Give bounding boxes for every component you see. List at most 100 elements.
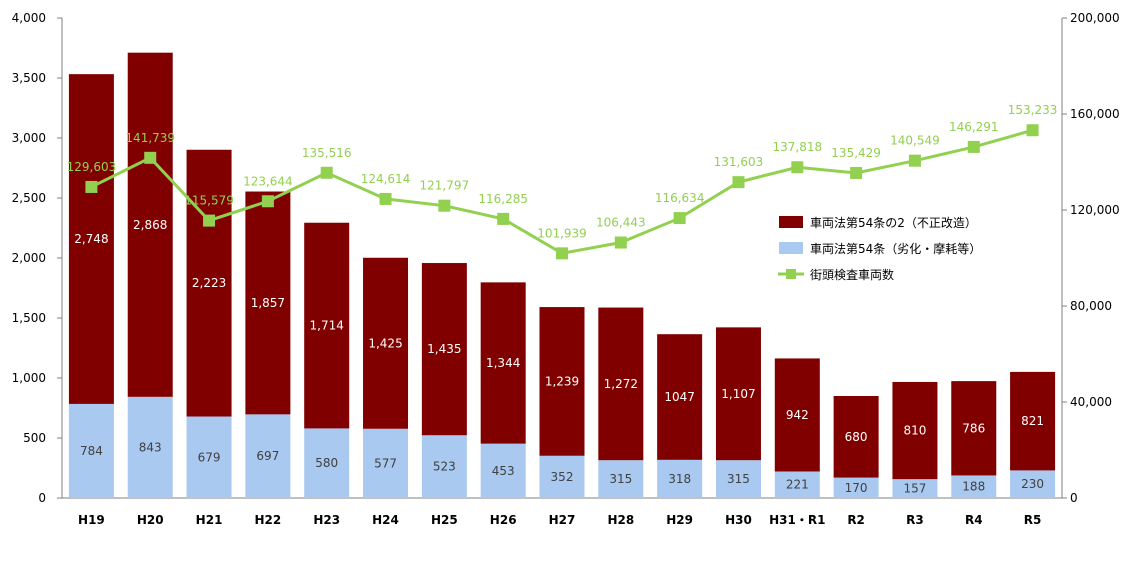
line-value-label: 123,644 bbox=[243, 174, 293, 188]
bar-segment-illegal-mod bbox=[1010, 371, 1056, 471]
bar-segment-illegal-mod bbox=[657, 334, 703, 460]
right-tick-label: 200,000 bbox=[1070, 11, 1120, 25]
x-tick-label: R3 bbox=[906, 513, 924, 527]
line-value-label: 135,429 bbox=[831, 146, 881, 160]
line-marker bbox=[908, 154, 921, 167]
bar-segment-illegal-mod bbox=[127, 52, 173, 397]
line-value-label: 140,549 bbox=[890, 134, 940, 148]
left-tick-label: 2,000 bbox=[12, 251, 46, 265]
bar-value-label: 942 bbox=[786, 408, 809, 422]
bar-value-label: 1,857 bbox=[251, 296, 285, 310]
bar-value-label: 2,868 bbox=[133, 218, 167, 232]
bar-segment-illegal-mod bbox=[833, 396, 879, 478]
axes: 0 500 1,000 1,500 2,000 2,500 3,000 3,500 4,000 0… bbox=[12, 11, 1120, 527]
bar-value-label: 2,223 bbox=[192, 276, 226, 290]
bar-value-label: 1047 bbox=[664, 390, 695, 404]
line-marker bbox=[144, 151, 157, 164]
line-value-label: 101,939 bbox=[537, 226, 587, 240]
x-tick-label: H27 bbox=[549, 513, 576, 527]
line-value-label: 129,603 bbox=[67, 160, 117, 174]
bar-value-label: 577 bbox=[374, 456, 397, 470]
bar-segment-illegal-mod bbox=[539, 307, 585, 456]
line-marker bbox=[673, 212, 686, 225]
bar-segment-wear bbox=[539, 455, 585, 498]
bar-value-label: 1,272 bbox=[604, 377, 638, 391]
bar-segment-illegal-mod bbox=[304, 222, 350, 429]
line-value-label: 146,291 bbox=[949, 120, 999, 134]
line-value-label: 121,797 bbox=[420, 179, 470, 193]
bar-value-label: 679 bbox=[198, 450, 221, 464]
bar-value-label: 821 bbox=[1021, 414, 1044, 428]
bar-value-label: 230 bbox=[1021, 477, 1044, 491]
bar-segment-illegal-mod bbox=[421, 263, 467, 436]
left-tick-label: 1,500 bbox=[12, 311, 46, 325]
line-value-label: 141,739 bbox=[125, 131, 175, 145]
x-tick-label: H21 bbox=[196, 513, 223, 527]
bar-value-label: 786 bbox=[962, 421, 985, 435]
right-tick-label: 120,000 bbox=[1070, 203, 1120, 217]
bar-value-label: 523 bbox=[433, 460, 456, 474]
line-marker bbox=[967, 140, 980, 153]
bar-value-label: 1,239 bbox=[545, 374, 579, 388]
bar-segment-wear bbox=[245, 414, 291, 498]
bar-value-label: 680 bbox=[845, 430, 868, 444]
bar-segment-illegal-mod bbox=[68, 74, 114, 404]
right-tick-label: 80,000 bbox=[1070, 299, 1112, 313]
line-value-label: 137,818 bbox=[772, 140, 822, 154]
bar-segment-wear bbox=[774, 471, 820, 498]
bar-segment-illegal-mod bbox=[951, 381, 997, 476]
left-tick-label: 3,000 bbox=[12, 131, 46, 145]
bar-segment-wear bbox=[421, 435, 467, 498]
legend-swatch bbox=[779, 242, 803, 254]
x-tick-label: H31・R1 bbox=[769, 513, 825, 527]
line-marker bbox=[203, 214, 216, 227]
bar-segment-wear bbox=[127, 396, 173, 498]
line-marker bbox=[438, 199, 451, 212]
right-tick-label: 0 bbox=[1070, 491, 1078, 505]
line-value-label: 153,233 bbox=[1008, 103, 1058, 117]
line-marker bbox=[556, 247, 568, 260]
line-value-label: 115,579 bbox=[184, 194, 234, 208]
left-tick-label: 0 bbox=[38, 491, 46, 505]
line-marker bbox=[379, 192, 392, 205]
bar-value-label: 810 bbox=[903, 424, 926, 438]
bar-value-label: 453 bbox=[492, 464, 515, 478]
bar-segment-wear bbox=[1010, 470, 1056, 498]
bar-segment-wear bbox=[657, 459, 703, 498]
x-tick-label: H28 bbox=[607, 513, 634, 527]
x-tick-label: H20 bbox=[137, 513, 164, 527]
legend-swatch-marker bbox=[786, 269, 796, 279]
x-tick-label: H29 bbox=[666, 513, 693, 527]
bar-segment-illegal-mod bbox=[480, 282, 526, 444]
bar-value-label: 221 bbox=[786, 478, 809, 492]
bar-value-label: 188 bbox=[962, 480, 985, 494]
bar-value-label: 784 bbox=[80, 444, 103, 458]
bar-segment-wear bbox=[304, 428, 350, 498]
line-marker bbox=[732, 176, 745, 189]
x-tick-label: H22 bbox=[255, 513, 282, 527]
left-tick-label: 2,500 bbox=[12, 191, 46, 205]
bar-segment-illegal-mod bbox=[598, 307, 644, 461]
legend-label: 街頭検査車両数 bbox=[810, 267, 894, 282]
bar-value-label: 843 bbox=[139, 440, 162, 454]
bar-segment-wear bbox=[598, 460, 644, 498]
line-marker bbox=[85, 180, 98, 193]
x-tick-label: H23 bbox=[313, 513, 340, 527]
bar-value-label: 2,748 bbox=[74, 232, 108, 246]
line-marker bbox=[320, 166, 333, 179]
legend-label: 車両法第54条（劣化・摩耗等） bbox=[810, 241, 981, 256]
right-tick-label: 160,000 bbox=[1070, 107, 1120, 121]
line-marker bbox=[614, 236, 627, 249]
line-value-label: 116,634 bbox=[655, 191, 705, 205]
bar-segment-wear bbox=[951, 475, 997, 498]
bar-labels: 784 2,748 843 2,868 679 2,223 697 1,857 580 1,714… bbox=[74, 218, 1044, 496]
line-marker bbox=[791, 161, 804, 174]
bar-segment-wear bbox=[363, 428, 409, 498]
x-tick-label: H24 bbox=[372, 513, 399, 527]
x-tick-label: R2 bbox=[847, 513, 865, 527]
legend-swatch bbox=[779, 216, 803, 228]
bar-value-label: 1,107 bbox=[721, 387, 755, 401]
bar-value-label: 315 bbox=[727, 472, 750, 486]
bar-segment-illegal-mod bbox=[186, 149, 232, 417]
